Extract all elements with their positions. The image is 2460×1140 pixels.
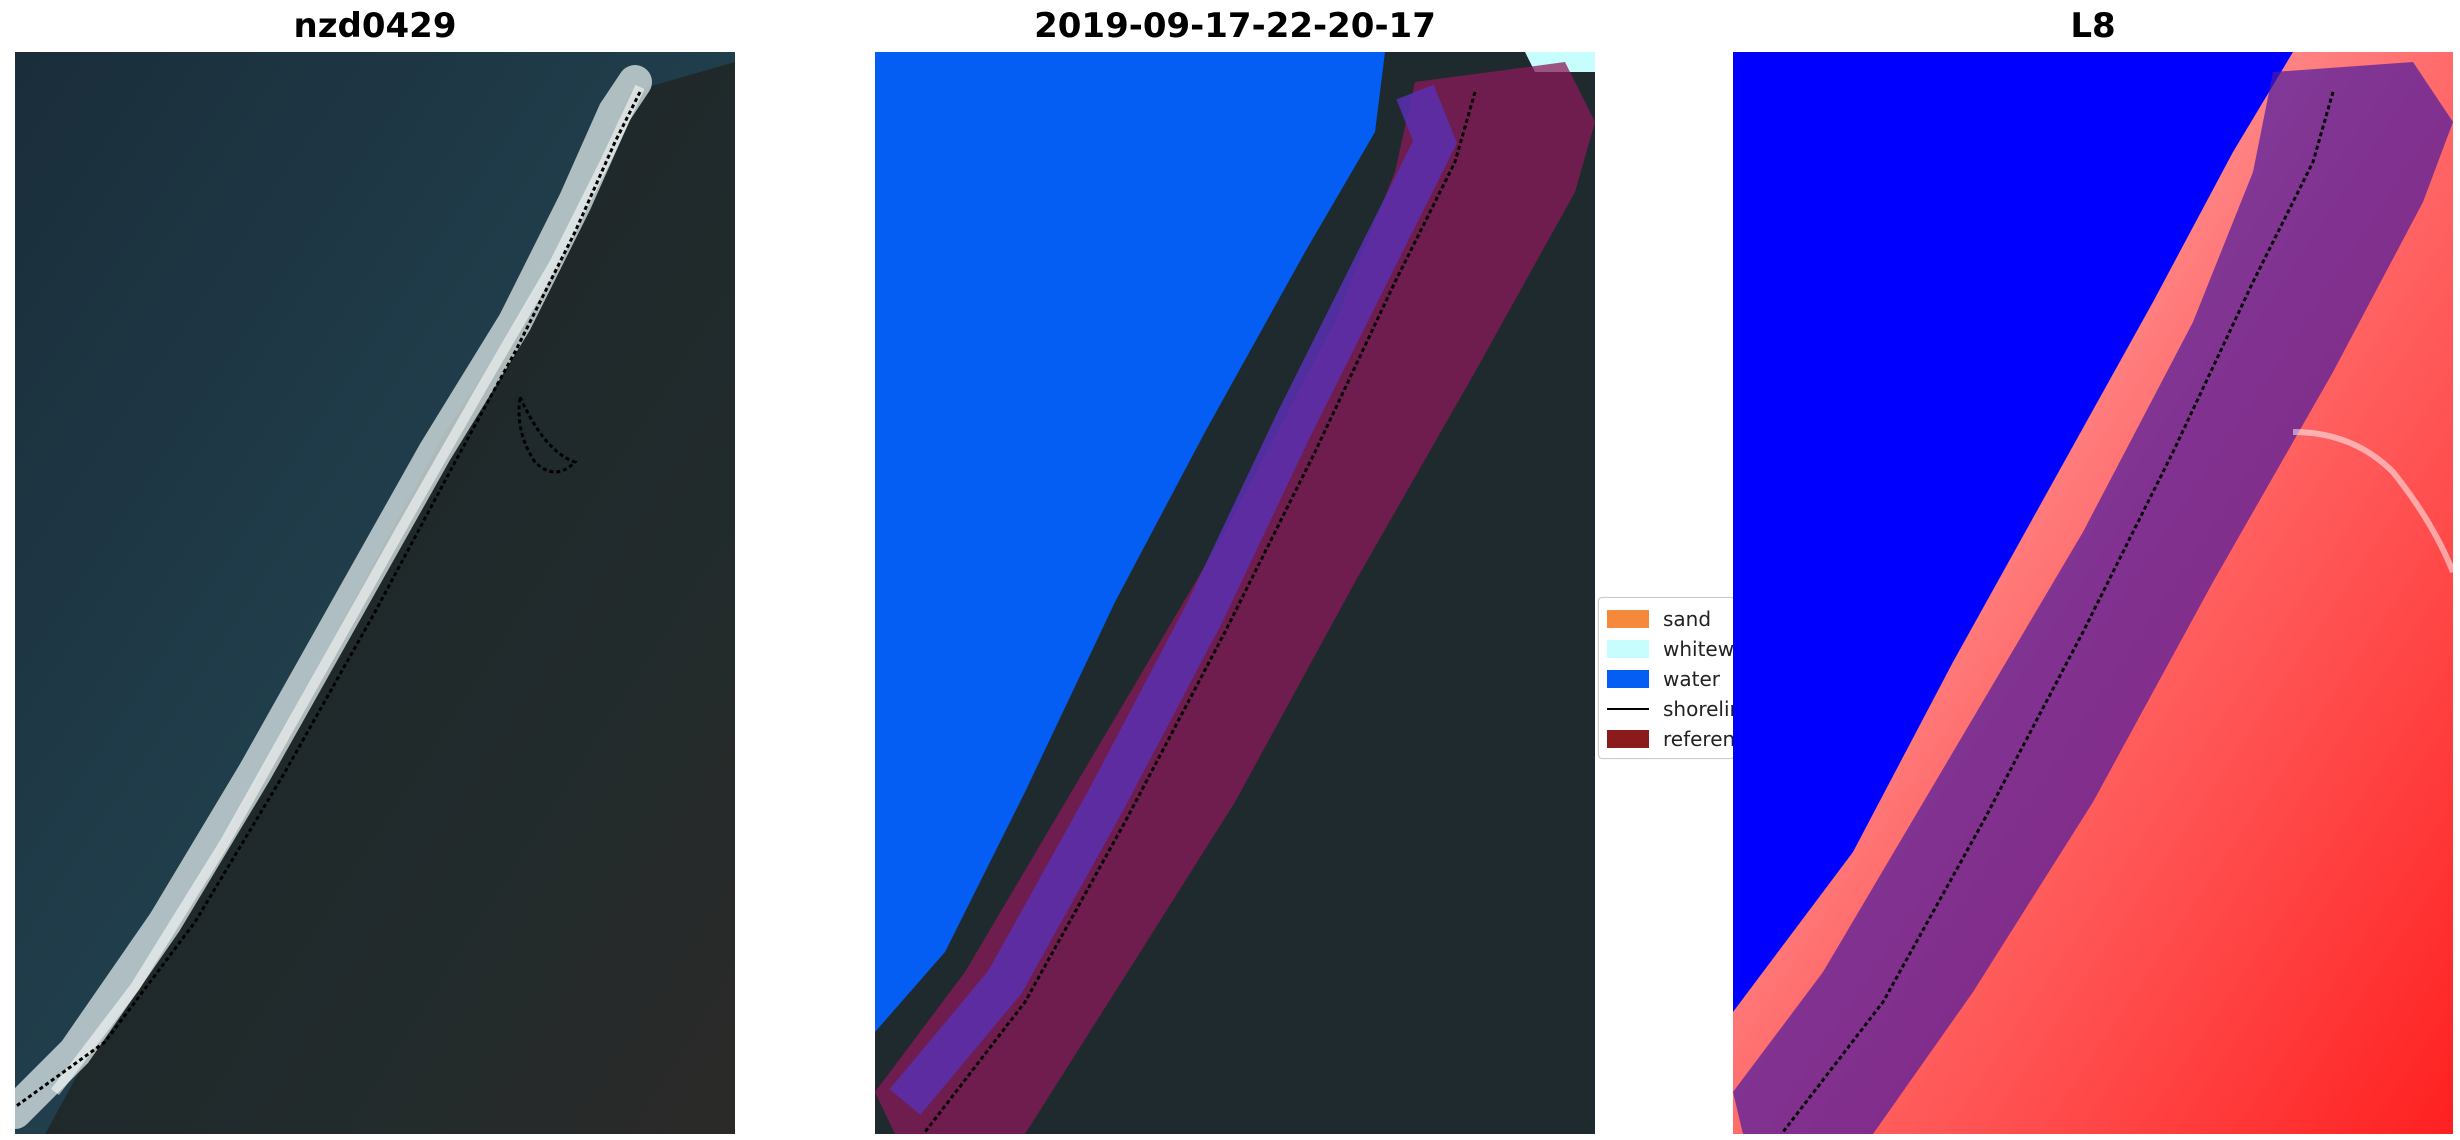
legend-item-whitewater: whitewater [1607, 634, 1734, 664]
legend-item-water: water [1607, 664, 1720, 694]
panel-title-index: L8 [2070, 6, 2116, 46]
shoreline-line [923, 91, 1477, 1133]
index-panel [1733, 52, 2453, 1134]
reference-band [1733, 62, 2453, 1134]
rgb-satellite-image [15, 52, 735, 1134]
shoreline-line [15, 91, 642, 1109]
legend-item-shoreline: shoreline [1607, 694, 1734, 724]
shoreline-line [1781, 91, 2335, 1133]
lagoon-outline [517, 391, 578, 474]
classification-panel [875, 52, 1595, 1134]
panel-title-rgb: nzd0429 [293, 6, 457, 46]
index-image [1733, 52, 2453, 1134]
classification-image [875, 52, 1595, 1134]
water-index-area [1733, 52, 2293, 1012]
legend-item-sand: sand [1607, 604, 1711, 634]
water-class-area [875, 52, 1385, 1032]
rgb-image-panel [15, 52, 735, 1134]
panel-title-classification: 2019-09-17-22-20-17 [1034, 6, 1436, 46]
legend-item-reference: reference [1607, 724, 1734, 754]
surf-zone [15, 65, 652, 1129]
legend: sand whitewater water shoreline referenc… [1598, 597, 1735, 759]
